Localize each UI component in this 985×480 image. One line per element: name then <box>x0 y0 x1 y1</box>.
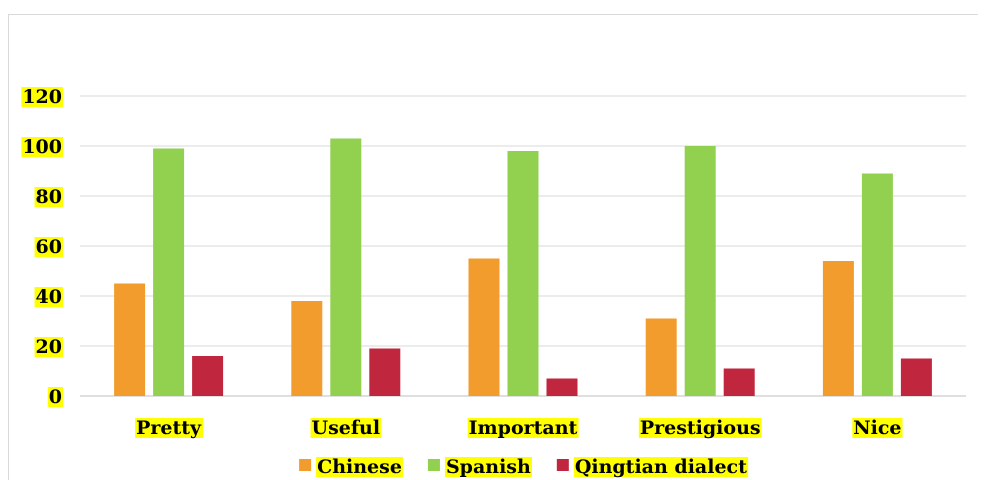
y-tick-label-100-group: 100 <box>21 136 63 158</box>
x-tick-label-nice-highlight <box>852 418 903 438</box>
x-tick-label-pretty-group: Pretty <box>135 417 204 439</box>
x-tick-label-important: Important <box>469 417 578 439</box>
legend-swatch <box>299 459 312 471</box>
x-tick-label-important-highlight <box>467 418 579 438</box>
y-tick-label-40: 40 <box>36 286 62 308</box>
x-tick-label-pretty-highlight <box>135 418 204 438</box>
x-tick-label-useful: Useful <box>312 417 381 439</box>
y-tick-label-60-highlight <box>34 237 63 257</box>
chart-frame <box>8 14 978 480</box>
bar-pretty-spanish <box>153 148 185 396</box>
x-tick-label-important-group: Important <box>467 417 579 439</box>
x-tick-label-nice-group: Nice <box>852 417 903 439</box>
y-axis: 0 20 40 60 80 100 120 <box>21 86 63 408</box>
bar-important-spanish <box>507 151 539 396</box>
legend-label: Chinese <box>317 456 402 478</box>
bar-pretty-qingtian-dialect <box>192 356 224 396</box>
x-tick-label-nice: Nice <box>853 417 901 439</box>
bar-nice-qingtian-dialect <box>900 358 932 396</box>
legend: Chinese Spanish Qingtian dialect <box>299 456 749 478</box>
bars <box>114 138 932 396</box>
legend-label: Spanish <box>446 456 531 478</box>
y-tick-label-40-group: 40 <box>34 286 63 308</box>
y-tick-label-120-highlight <box>21 87 63 107</box>
x-tick-label-useful-highlight <box>310 418 382 438</box>
bar-useful-qingtian-dialect <box>369 348 401 396</box>
y-tick-label-80: 80 <box>36 186 62 208</box>
bar-pretty-chinese <box>114 283 146 396</box>
y-tick-label-120-group: 120 <box>21 86 63 108</box>
x-tick-label-useful-group: Useful <box>310 417 382 439</box>
x-tick-label-prestigious-highlight <box>638 418 762 438</box>
bar-prestigious-spanish <box>684 146 716 396</box>
legend-swatch <box>427 459 440 471</box>
legend-item-spanish: Spanish <box>427 456 532 478</box>
legend-item-chinese: Chinese <box>299 456 403 478</box>
y-tick-label-60: 60 <box>36 236 62 258</box>
legend-label-highlight <box>316 457 403 477</box>
bar-prestigious-qingtian-dialect <box>723 368 755 396</box>
bar-nice-spanish <box>861 173 893 396</box>
y-tick-label-20-group: 20 <box>34 336 63 358</box>
x-tick-label-pretty: Pretty <box>136 417 202 439</box>
y-tick-label-60-group: 60 <box>34 236 63 258</box>
y-tick-label-0-highlight <box>47 387 63 407</box>
legend-label-highlight <box>573 457 749 477</box>
y-tick-label-20: 20 <box>36 336 62 358</box>
bar-nice-chinese <box>822 261 854 396</box>
bar-useful-chinese <box>291 301 323 396</box>
y-tick-label-20-highlight <box>34 337 63 357</box>
y-tick-label-0-group: 0 <box>47 386 63 408</box>
y-tick-label-40-highlight <box>34 287 63 307</box>
y-tick-label-0: 0 <box>49 386 62 408</box>
legend-label-highlight <box>444 457 532 477</box>
x-tick-label-prestigious: Prestigious <box>640 417 761 439</box>
bar-useful-spanish <box>330 138 362 396</box>
bar-important-qingtian-dialect <box>546 378 578 396</box>
y-tick-label-100: 100 <box>22 136 62 158</box>
bar-important-chinese <box>468 258 500 396</box>
legend-item-qingtian-dialect: Qingtian dialect <box>556 456 749 478</box>
legend-swatch <box>556 459 569 471</box>
y-tick-label-120: 120 <box>22 86 62 108</box>
legend-label: Qingtian dialect <box>575 456 747 478</box>
bar-prestigious-chinese <box>645 318 677 396</box>
x-tick-label-prestigious-group: Prestigious <box>638 417 762 439</box>
x-axis: Pretty Useful Important Prestigious Nice <box>135 417 903 439</box>
y-tick-label-80-group: 80 <box>34 186 63 208</box>
y-tick-label-100-highlight <box>21 137 63 157</box>
y-tick-label-80-highlight <box>34 187 63 207</box>
